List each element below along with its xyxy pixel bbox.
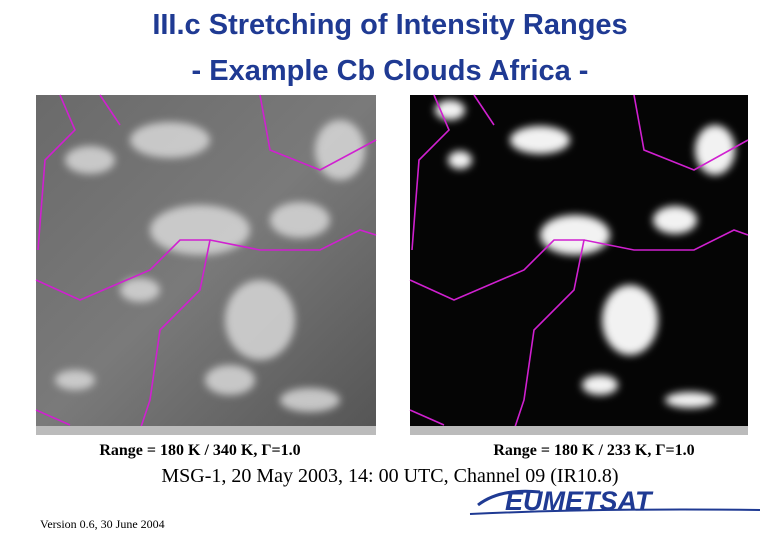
satellite-image-right: [409, 94, 749, 435]
satellite-image-left: [35, 94, 377, 435]
image-caption: Range = 180 K / 233 K, Γ=1.0: [493, 442, 694, 459]
logo: EUMETSAT: [469, 486, 761, 516]
title-line: III.c Stretching of Intensity Ranges: [152, 9, 627, 41]
title-line: - Example Cb Clouds Africa -: [192, 55, 589, 87]
logo-text: EUMETSAT: [505, 486, 654, 516]
subtitle: MSG-1, 20 May 2003, 14: 00 UTC, Channel …: [161, 465, 618, 487]
version: Version 0.6, 30 June 2004: [40, 517, 165, 531]
image-caption: Range = 180 K / 340 K, Γ=1.0: [99, 442, 300, 459]
